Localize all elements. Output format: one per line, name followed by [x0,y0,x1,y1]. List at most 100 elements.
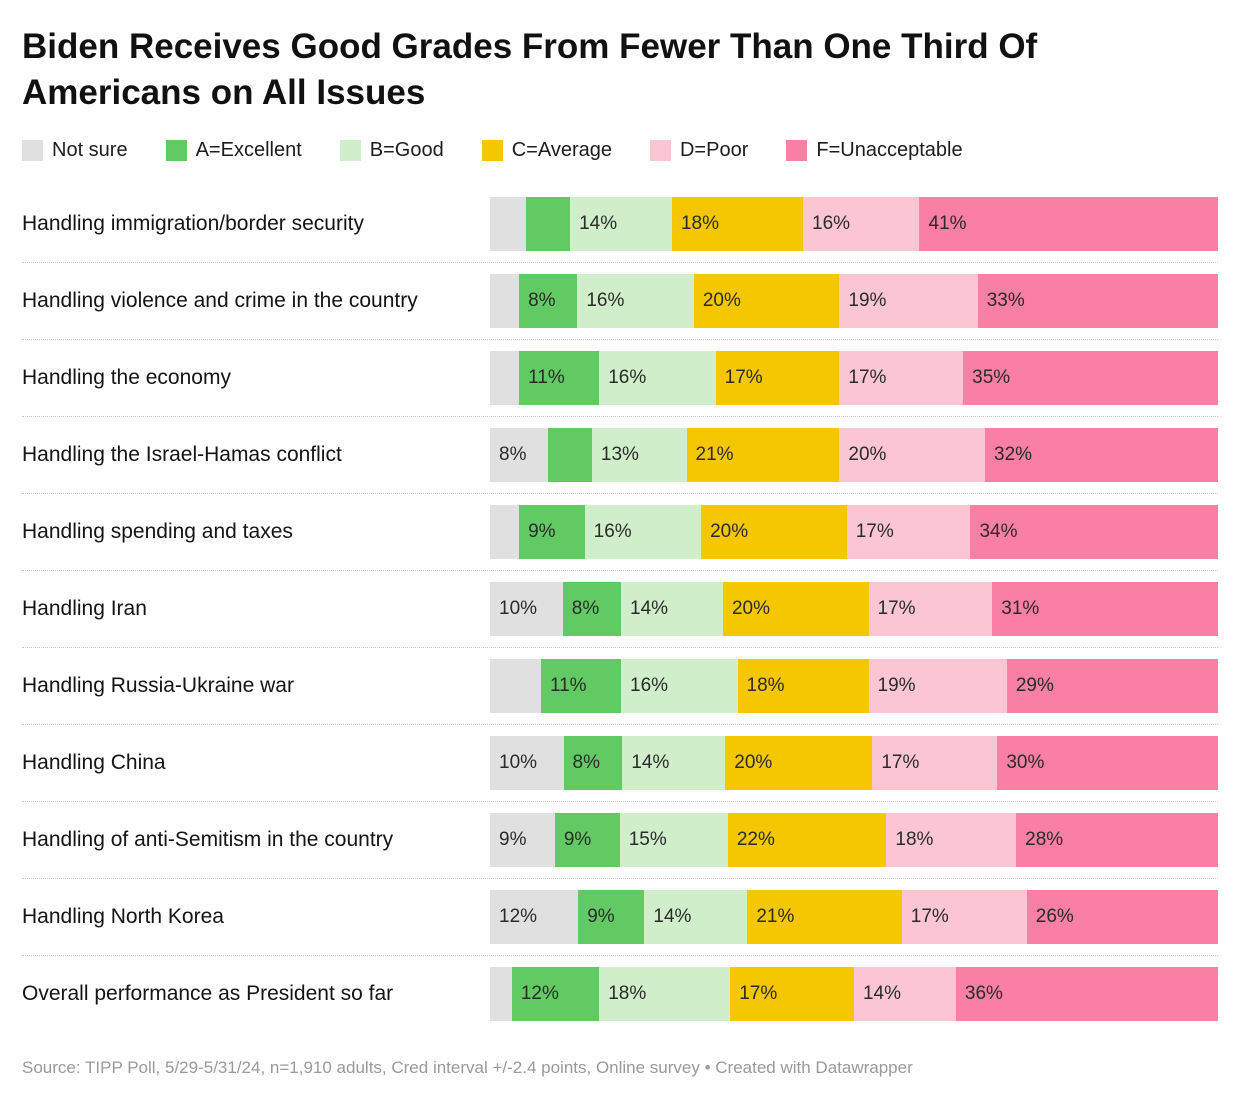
stacked-bar: 11% 16% 17% 17% 35% [490,351,1218,405]
segment-value-label: 11% [549,675,587,696]
legend-swatch [339,140,361,161]
bar-segment: 19% [839,274,978,328]
legend-item: Not sure [22,139,128,162]
segment-value-label: 19% [877,675,916,696]
bar-segment: 18% [737,659,869,713]
bar-segment: 12% [511,967,600,1021]
segment-value-label: 12% [499,906,538,927]
chart-row: Handling North Korea 12% 9% 14% 21% 17% 26% [22,879,1218,956]
legend-label: D=Poor [679,139,749,161]
chart-row: Handling Iran 10% 8% 14% 20% 17% 31% [22,571,1218,648]
chart-row: Handling the Israel-Hamas conflict 8% 13% 2… [22,417,1218,494]
segment-value-label: 21% [695,444,734,465]
chart-row: Handling Russia-Ukraine war 11% 16% 18% 19% 2… [22,648,1218,725]
legend-item: A=Excellent [165,139,302,162]
segment-value-label: 26% [1035,906,1074,927]
segment-value-label: 15% [628,829,667,850]
bar-segment: 20% [701,505,847,559]
bar-segment: 20% [693,274,840,328]
segment-value-label: 17% [739,983,778,1004]
segment-value-label: 17% [724,367,763,388]
bar-segment: 8% [490,428,549,482]
bar-segment: 16% [803,197,920,251]
segment-value-label: 12% [520,983,559,1004]
segment-value-label: 11% [528,367,565,388]
stacked-bar: 9% 9% 15% 22% 18% 28% [490,813,1218,867]
segment-value-label: 41% [928,213,967,234]
bar-segment: 29% [1006,659,1218,713]
bar-segment: 17% [846,505,971,559]
bar-segment: 14% [621,582,723,636]
segment-value-label: 19% [848,290,887,311]
stacked-bar: 14% 18% 16% 41% [490,197,1218,251]
bar-segment: 16% [599,351,716,405]
rows: Handling immigration/border security 14% 1… [22,186,1218,1032]
row-label: Handling spending and taxes [22,520,293,543]
bar-segment: 32% [985,428,1218,482]
bar-segment: 17% [868,582,993,636]
bar-segment: 17% [730,967,854,1021]
bar-segment: 28% [1016,813,1218,867]
bar-segment: 17% [715,351,840,405]
segment-value-label: 13% [600,444,639,465]
segment-value-label: 17% [881,752,920,773]
row-label: Handling the economy [22,366,231,389]
segment-value-label: 16% [586,290,625,311]
row-label: Handling the Israel-Hamas conflict [22,443,342,466]
stacked-bar: 9% 16% 20% 17% 34% [490,505,1218,559]
segment-value-label: 16% [608,367,647,388]
segment-value-label: 17% [855,521,894,542]
bar-segment [490,505,520,559]
segment-value-label: 8% [572,752,600,773]
chart-row: Handling the economy 11% 16% 17% 17% 35% [22,340,1218,417]
bar-segment: 12% [490,890,579,944]
bar-segment: 33% [977,274,1218,328]
bar-segment: 34% [970,505,1218,559]
bar-segment: 14% [570,197,672,251]
row-label: Handling China [22,751,166,774]
segment-value-label: 9% [528,521,556,542]
segment-value-label: 20% [731,598,770,619]
bar-segment: 14% [622,736,726,790]
bar-segment: 17% [872,736,998,790]
segment-value-label: 18% [608,983,647,1004]
segment-value-label: 14% [862,983,901,1004]
chart-row: Handling immigration/border security 14% 1… [22,186,1218,263]
segment-value-label: 14% [630,598,669,619]
row-label: Handling Russia-Ukraine war [22,674,294,697]
segment-value-label: 22% [736,829,775,850]
bar-segment: 18% [599,967,731,1021]
row-label: Overall performance as President so far [22,982,394,1005]
segment-value-label: 14% [579,213,618,234]
bar-segment [490,197,527,251]
legend-item: D=Poor [649,139,749,162]
segment-value-label: 18% [746,675,785,696]
bar-segment: 20% [725,736,873,790]
bar-segment [490,274,520,328]
segment-value-label: 20% [734,752,773,773]
bar-segment: 9% [554,813,620,867]
segment-value-label: 16% [593,521,632,542]
legend-swatch [165,140,187,161]
bar-segment: 14% [853,967,956,1021]
bar-segment: 18% [886,813,1017,867]
segment-value-label: 30% [1006,752,1045,773]
bar-segment: 18% [671,197,803,251]
segment-value-label: 20% [848,444,887,465]
row-label: Handling North Korea [22,905,224,928]
bar-segment: 36% [955,967,1218,1021]
legend-swatch [786,140,808,161]
chart-row: Handling violence and crime in the count… [22,263,1218,340]
bar-segment: 21% [686,428,840,482]
segment-value-label: 18% [895,829,934,850]
segment-value-label: 16% [812,213,851,234]
segment-value-label: 35% [972,367,1011,388]
bar-segment: 15% [619,813,728,867]
legend-label: Not sure [52,139,128,161]
bar-segment: 11% [540,659,622,713]
segment-value-label: 8% [528,290,556,311]
bar-segment: 10% [490,582,563,636]
legend-label: C=Average [511,139,612,161]
bar-segment [548,428,592,482]
